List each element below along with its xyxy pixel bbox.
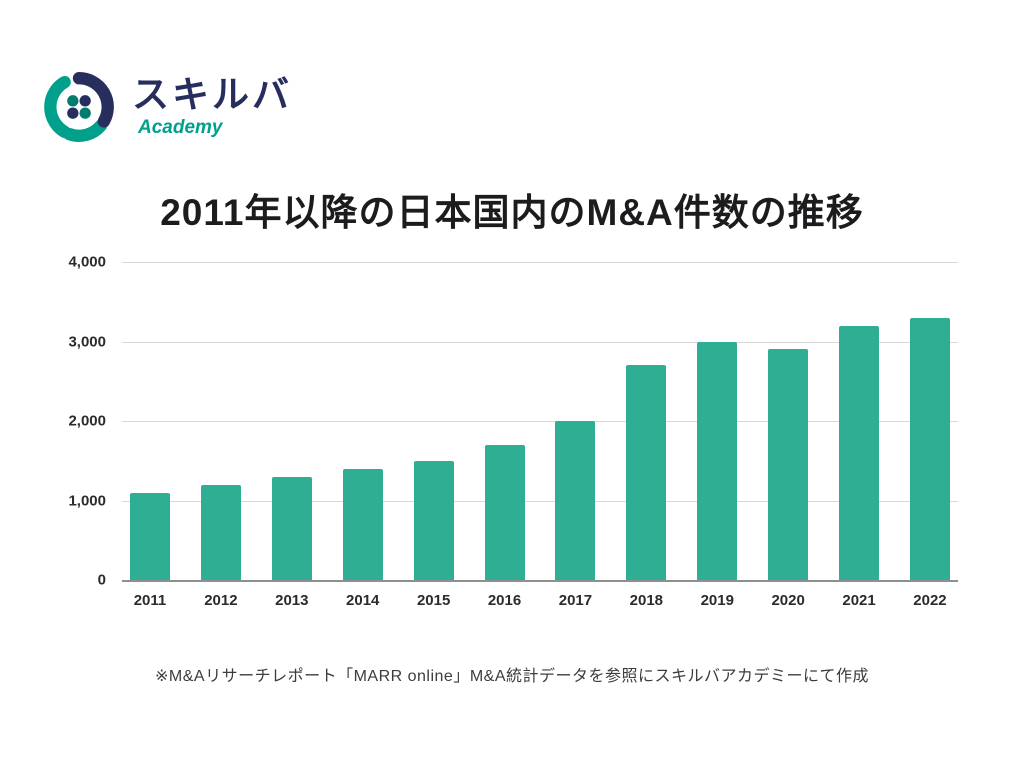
- bar-slot: 2020: [766, 262, 810, 609]
- x-tick-label: 2011: [133, 592, 167, 609]
- gridline: [122, 262, 958, 263]
- bar-slot: 2015: [412, 262, 456, 609]
- bar-2022: [909, 317, 950, 580]
- brand-subtitle: Academy: [138, 116, 223, 138]
- bar-2014: [342, 468, 383, 580]
- bar-2020: [768, 349, 809, 580]
- x-tick-label: 2017: [558, 592, 593, 609]
- bar-2012: [200, 484, 241, 580]
- brand-name: スキルバ: [132, 73, 292, 115]
- brand-logo-icon: [44, 72, 114, 142]
- gridline: [122, 421, 958, 422]
- bars-container: 2011 2012 2013 2014 2015 2016 2017 2018 2019 2020…: [122, 262, 958, 609]
- bar-chart: 0 1,000 2,000 3,000 4,000 2011 2012 2013 2014 201…: [68, 254, 958, 609]
- source-note: ※M&Aリサーチレポート「MARR online」M&A統計データを参照にスキル…: [154, 668, 869, 685]
- y-tick-label: 2,000: [68, 412, 106, 430]
- x-tick-label: 2022: [913, 592, 947, 609]
- x-tick-label: 2016: [487, 592, 522, 609]
- gridline: [122, 341, 958, 343]
- bar-slot: 2018: [624, 262, 668, 609]
- bar-2015: [413, 460, 454, 580]
- gridline: [122, 500, 958, 502]
- bar-2011: [130, 492, 170, 580]
- bar-slot: 2017: [553, 262, 597, 609]
- bar-slot: 2013: [270, 262, 314, 609]
- x-tick-label: 2020: [771, 592, 805, 609]
- bar-2021: [839, 325, 880, 580]
- y-tick-label: 3,000: [68, 333, 106, 350]
- bar-slot: 2011: [128, 262, 172, 609]
- bar-slot: 2021: [837, 262, 881, 609]
- bar-slot: 2014: [341, 262, 385, 609]
- x-tick-label: 2015: [416, 592, 451, 609]
- y-tick-label: 4,000: [68, 253, 106, 271]
- brand-logo: スキルバ Academy: [42, 70, 292, 144]
- bar-slot: 2022: [908, 262, 952, 609]
- brand-text: スキルバ Academy: [132, 76, 292, 139]
- bar-2013: [271, 476, 312, 580]
- y-tick-label: 0: [97, 571, 106, 589]
- bar-2018: [626, 365, 667, 580]
- bar-slot: 2019: [695, 262, 739, 609]
- bar-2016: [484, 444, 525, 580]
- bar-2019: [697, 341, 738, 580]
- x-tick-label: 2019: [700, 592, 734, 609]
- y-tick-label: 1,000: [68, 492, 106, 509]
- x-axis-line: [122, 580, 958, 582]
- x-tick-label: 2012: [204, 592, 238, 609]
- x-tick-label: 2018: [629, 592, 664, 609]
- x-tick-label: 2013: [275, 592, 309, 609]
- bar-slot: 2016: [483, 262, 527, 609]
- bar-2017: [555, 421, 596, 580]
- x-tick-label: 2014: [346, 592, 380, 609]
- x-tick-label: 2021: [842, 592, 876, 609]
- bar-slot: 2012: [199, 262, 243, 609]
- chart-title: 2011年以降の日本国内のM&A件数の推移: [160, 192, 864, 233]
